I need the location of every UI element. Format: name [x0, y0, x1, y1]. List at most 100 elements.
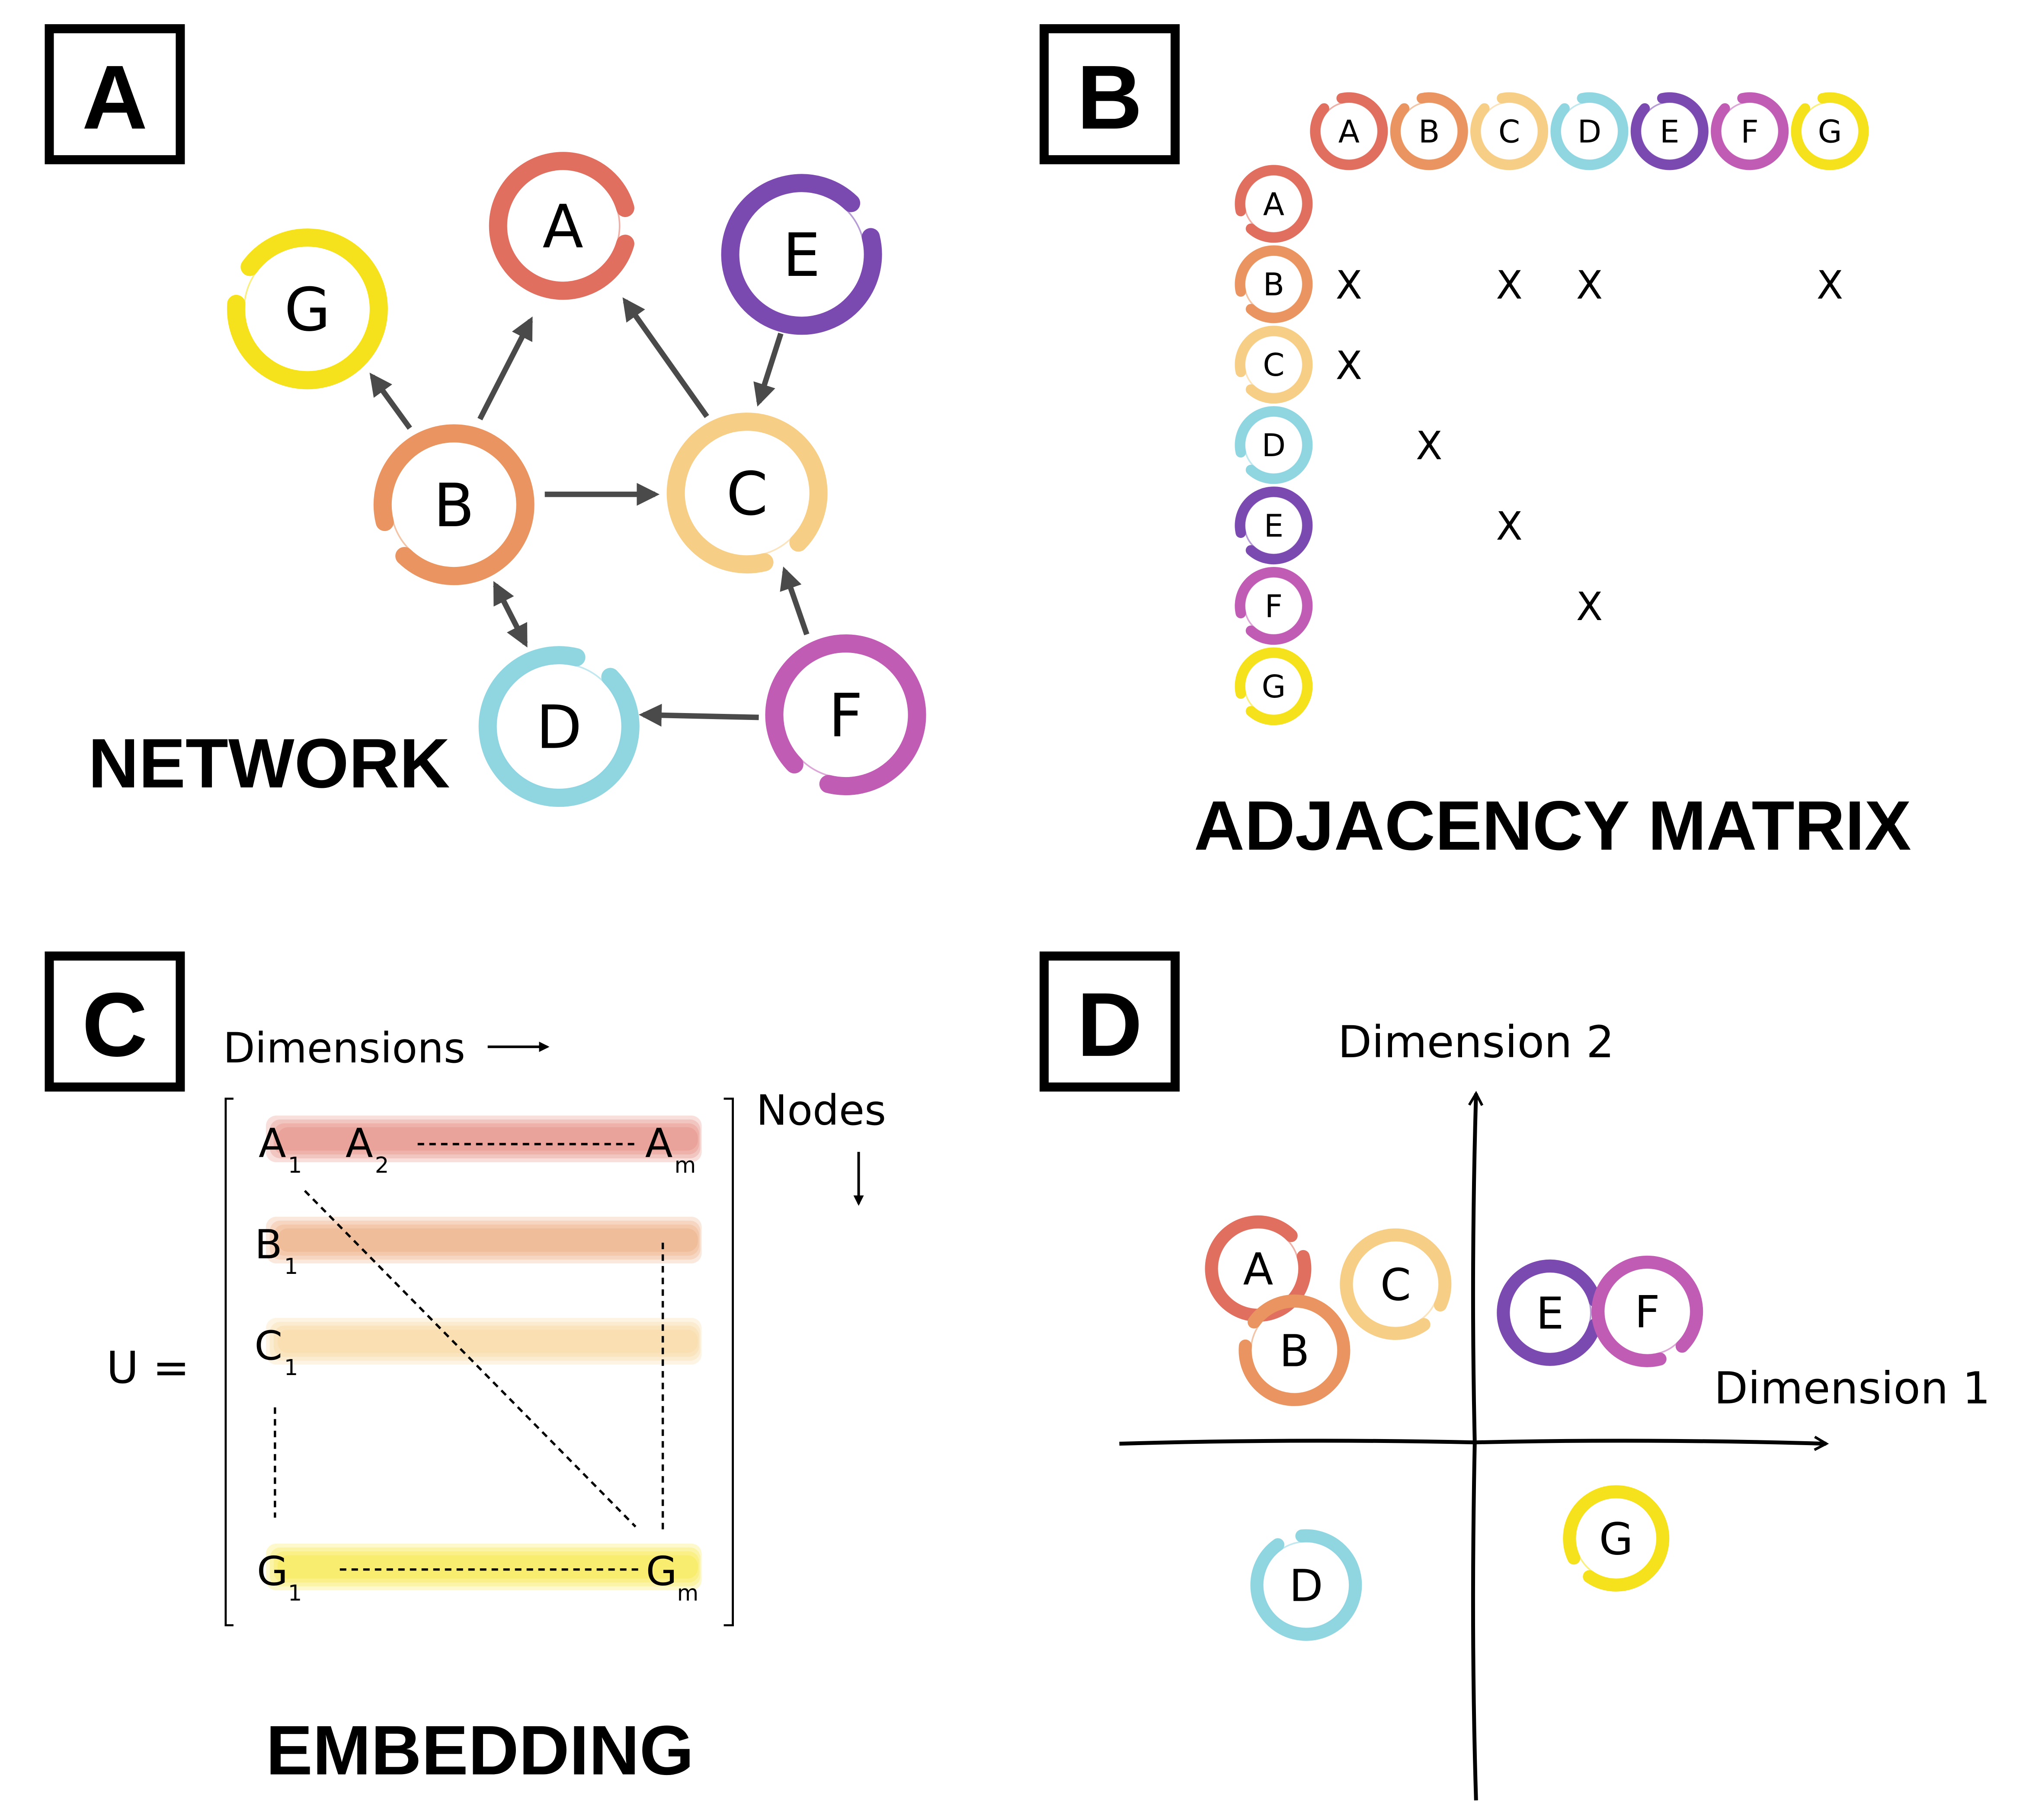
edge-e-to-c — [753, 333, 784, 407]
embedding-row-bands — [266, 1115, 702, 1590]
network-node-a-ring — [489, 152, 634, 300]
cell-base: B — [255, 1221, 282, 1268]
network-node-e: E — [721, 174, 882, 335]
edge-b-to-g — [369, 372, 412, 430]
row-header-f-ring — [1235, 567, 1313, 645]
embedding-point-f-label: F — [1635, 1287, 1660, 1338]
network-node-f-ring — [765, 634, 926, 796]
col-header-e-ring-inner — [1639, 101, 1700, 161]
embedding-point-a-label: A — [1243, 1244, 1273, 1295]
col-header-g: G — [1791, 92, 1869, 170]
embedding-point-e: E — [1497, 1259, 1602, 1366]
col-header-f-label: F — [1741, 113, 1758, 150]
panel-b-title: ADJACENCY MATRIX — [1194, 787, 1911, 865]
embedding-point-c-label: C — [1380, 1260, 1411, 1311]
network-node-b: B — [373, 424, 535, 585]
panel-b-letter: B — [1077, 47, 1143, 148]
cell-subscript: 1 — [284, 1355, 298, 1381]
embedding-point-g-ring — [1563, 1485, 1670, 1592]
embedding-point-b-label: B — [1279, 1325, 1309, 1377]
matrix-name: U = — [106, 1342, 189, 1394]
network-node-e-ring — [721, 174, 882, 335]
row-header-f: F — [1235, 567, 1313, 645]
col-header-a: A — [1310, 92, 1388, 170]
cell-subscript: m — [677, 1581, 699, 1606]
col-header-b: B — [1390, 92, 1468, 170]
panel-a-letter-box: A — [45, 24, 185, 164]
network-node-c-ring-inner — [683, 429, 811, 557]
cell-subscript: 2 — [375, 1153, 389, 1178]
embedding-point-c-ring — [1340, 1228, 1452, 1340]
edge-b-to-a — [477, 316, 533, 421]
row-band-b-stroke-2 — [269, 1220, 701, 1260]
network-node-c-label: C — [726, 459, 768, 529]
panel-d-letter-box: D — [1039, 951, 1180, 1092]
row-header-e-ring-inner — [1244, 496, 1304, 556]
panel-d: D Dimension 2 Dimension 1 AB C D E F G — [1039, 951, 1991, 1801]
row-header-b-ring-inner — [1244, 254, 1304, 314]
cell-subscript: 1 — [284, 1254, 298, 1279]
row-header-c-ring-inner — [1244, 335, 1304, 395]
embedding-ellipsis-lines — [274, 1143, 664, 1571]
row-band-c-stroke-2 — [269, 1321, 701, 1361]
row-header-b: B — [1235, 245, 1313, 323]
col-header-b-ring — [1390, 92, 1468, 170]
edge-c-to-a — [622, 297, 709, 418]
col-header-d-ring-inner — [1559, 101, 1620, 161]
matrix-left-bracket — [224, 1097, 234, 1627]
cell-subscript: m — [675, 1153, 696, 1178]
y-axis-label: Dimension 2 — [1338, 1017, 1614, 1068]
col-header-g-ring — [1791, 92, 1869, 170]
row-band-a-stroke-2 — [269, 1119, 701, 1158]
panel-a-title: NETWORK — [88, 724, 450, 803]
embedding-points: AB C D E F G — [1205, 1215, 1703, 1641]
embedding-point-c-ring-inner — [1351, 1240, 1440, 1329]
row-header-g: G — [1235, 647, 1313, 726]
row-band-c-stroke-3 — [273, 1325, 699, 1357]
col-header-e-ring — [1630, 92, 1709, 170]
embedding-point-b-ring — [1239, 1294, 1351, 1406]
row-header-a-ring-inner — [1244, 174, 1304, 234]
col-header-e-label: E — [1660, 113, 1679, 150]
row-band-b-stroke-4 — [277, 1228, 698, 1252]
panel-c-letter-box: C — [45, 951, 185, 1092]
row-header-c: C — [1235, 326, 1313, 404]
network-node-f-ring-inner — [781, 651, 910, 779]
adjacency-mark-b-g: X — [1817, 262, 1844, 308]
panel-a: A NETWORK A B C D E F G — [45, 24, 926, 807]
network-node-d-label: D — [536, 693, 582, 762]
col-header-a-ring-inner — [1319, 101, 1379, 161]
embedding-point-d-label: D — [1289, 1560, 1323, 1612]
col-header-g-label: G — [1818, 113, 1842, 150]
row-header-g-ring-inner — [1244, 656, 1304, 716]
embedding-point-g: G — [1563, 1485, 1670, 1592]
col-header-c-ring-inner — [1479, 101, 1540, 161]
network-node-d: D — [478, 646, 640, 807]
row-header-d-label: D — [1262, 427, 1286, 464]
col-header-d: D — [1550, 92, 1629, 170]
panel-c-title: EMBEDDING — [266, 1711, 694, 1790]
network-node-a-label: A — [543, 192, 583, 262]
embedding-point-b-ring-inner — [1250, 1306, 1339, 1395]
col-header-a-ring — [1310, 92, 1388, 170]
adjacency-mark-f-d: X — [1576, 584, 1603, 630]
embedding-point-d-ring — [1250, 1529, 1362, 1641]
row-header-b-label: B — [1263, 266, 1284, 303]
row-header-e-label: E — [1264, 508, 1283, 544]
row-band-b-stroke-3 — [273, 1224, 699, 1256]
network-node-b-ring-inner — [390, 441, 518, 569]
network-node-g: G — [227, 228, 388, 390]
row-header-f-ring-inner — [1244, 576, 1304, 636]
edge-d-to-b — [493, 581, 528, 645]
edge-f-to-c — [780, 566, 810, 636]
row-header-a-ring — [1235, 165, 1313, 243]
x-axis-label: Dimension 1 — [1714, 1363, 1990, 1414]
cell-base: C — [254, 1322, 282, 1369]
col-header-f-ring-inner — [1720, 101, 1780, 161]
